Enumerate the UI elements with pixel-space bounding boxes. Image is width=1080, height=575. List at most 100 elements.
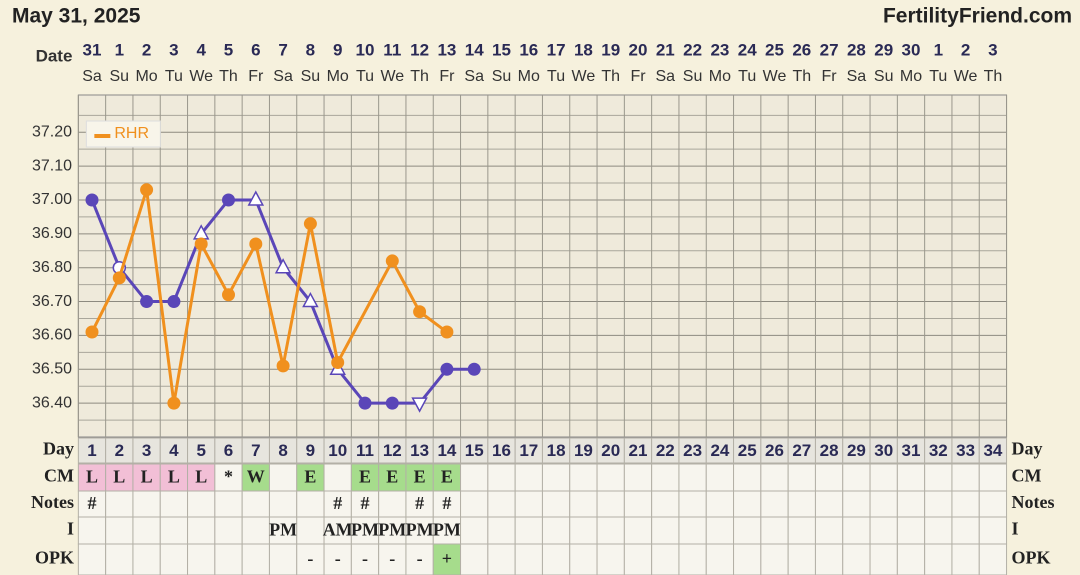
day-number: 5 — [196, 441, 205, 460]
weekday-label: Sa — [82, 68, 102, 85]
day-number: 12 — [383, 441, 402, 460]
data-point — [85, 193, 99, 207]
table-cell — [514, 463, 543, 492]
cell-value: # — [333, 493, 342, 513]
weekday-label: We — [763, 68, 787, 85]
table-cell — [869, 543, 898, 575]
chart-date: May 31, 2025 — [12, 5, 141, 28]
table-cell — [187, 543, 216, 575]
date-label: 28 — [847, 40, 866, 59]
weekday-label: Sa — [464, 68, 484, 85]
table-cell — [77, 543, 107, 575]
data-point — [140, 295, 154, 309]
table-cell — [760, 543, 789, 575]
day-number: 4 — [169, 441, 179, 460]
table-cell — [814, 543, 844, 575]
table-cell — [132, 543, 161, 575]
date-label: 9 — [333, 40, 342, 59]
table-cell — [787, 490, 816, 518]
table-cell — [869, 516, 898, 545]
date-label: 31 — [83, 40, 102, 59]
table-cell — [214, 543, 243, 575]
day-number: 19 — [574, 441, 593, 460]
weekday-label: We — [380, 68, 404, 85]
cell-value: L — [195, 467, 207, 487]
date-label: 5 — [224, 40, 233, 59]
date-label: 21 — [656, 40, 675, 59]
y-tick-label: 36.90 — [32, 225, 72, 242]
data-point — [194, 237, 208, 251]
table-cell — [733, 490, 762, 518]
weekday-label: Fr — [822, 68, 838, 85]
cell-value: PM — [378, 520, 406, 540]
cell-value: PM — [433, 520, 461, 540]
weekday-label: Sa — [847, 68, 867, 85]
table-cell — [460, 463, 489, 492]
cell-value: E — [359, 467, 371, 487]
table-cell — [514, 490, 543, 518]
day-number: 27 — [792, 441, 811, 460]
table-cell — [460, 516, 489, 545]
table-cell — [296, 463, 325, 492]
row-label-right: Notes — [1012, 492, 1055, 512]
table-cell — [487, 543, 516, 575]
day-number: 1 — [87, 441, 96, 460]
weekday-label: Mo — [900, 68, 922, 85]
weekday-label: We — [572, 68, 596, 85]
weekday-label: Tu — [547, 68, 565, 85]
table-cell — [705, 516, 735, 545]
table-cell — [924, 543, 953, 575]
table-cell — [596, 543, 625, 575]
date-label: 18 — [574, 40, 593, 59]
day-number: 7 — [251, 441, 260, 460]
row-label: Notes — [31, 492, 74, 512]
table-cell — [596, 437, 625, 464]
day-number: 6 — [224, 441, 233, 460]
table-cell — [77, 437, 107, 464]
weekday-label: Th — [410, 68, 429, 85]
table-cell — [323, 490, 352, 518]
table-cell — [705, 437, 735, 464]
data-point — [167, 396, 181, 410]
table-cell — [651, 463, 680, 492]
table-cell — [350, 516, 380, 545]
cell-value: W — [247, 467, 265, 487]
legend-label: RHR — [114, 125, 149, 142]
table-cell — [869, 490, 898, 518]
day-number: 22 — [656, 441, 675, 460]
table-cell — [623, 516, 653, 545]
date-label: 10 — [356, 40, 375, 59]
table-cell — [623, 490, 653, 518]
y-tick-label: 37.10 — [32, 157, 72, 174]
table-cell — [842, 437, 871, 464]
data-point — [85, 325, 99, 339]
table-cell — [842, 516, 871, 545]
table-cell — [978, 463, 1008, 492]
cell-value: - — [335, 549, 341, 569]
table-cell — [814, 437, 844, 464]
date-label: 19 — [601, 40, 620, 59]
table-cell — [623, 437, 653, 464]
table-cell — [814, 463, 844, 492]
cell-value: PM — [269, 520, 297, 540]
table-cell — [651, 543, 680, 575]
weekday-label: Tu — [738, 68, 756, 85]
date-label: 25 — [765, 40, 784, 59]
table-cell — [159, 543, 189, 575]
data-point — [413, 305, 427, 319]
table-cell — [268, 437, 298, 464]
cell-value: - — [307, 549, 313, 569]
table-cell — [678, 463, 707, 492]
table-cell — [159, 490, 189, 518]
date-label: Date — [36, 46, 73, 65]
day-number: 18 — [547, 441, 566, 460]
y-tick-label: 37.20 — [32, 123, 72, 140]
day-number: 17 — [519, 441, 538, 460]
date-label: 1 — [115, 40, 124, 59]
table-cell — [460, 543, 489, 575]
day-number: 32 — [929, 441, 948, 460]
weekday-label: Tu — [165, 68, 183, 85]
data-point — [276, 359, 290, 373]
table-cell — [214, 490, 243, 518]
